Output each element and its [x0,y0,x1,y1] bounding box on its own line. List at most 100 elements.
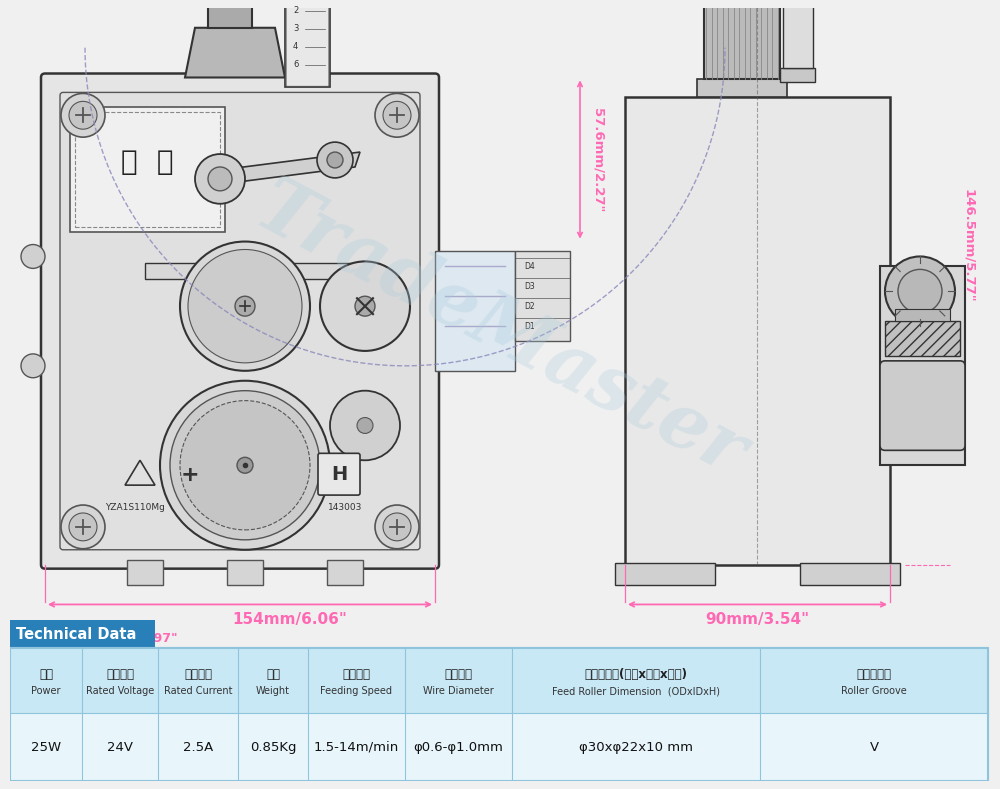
Text: 24V: 24V [107,741,133,753]
FancyBboxPatch shape [41,73,439,569]
Text: 2: 2 [293,6,298,15]
Bar [70,107,225,232]
Circle shape [180,401,310,530]
Text: 鎔  牌: 鎔 牌 [121,148,173,176]
Text: Weight: Weight [256,686,290,696]
Bar [615,563,715,585]
Text: +: + [181,466,199,485]
Text: D3: D3 [525,282,535,291]
Text: 90mm/3.54": 90mm/3.54" [142,649,228,662]
Circle shape [355,296,375,316]
Bar [697,80,787,97]
Circle shape [180,241,310,371]
Circle shape [383,101,411,129]
Bar [800,563,900,585]
Text: 重量: 重量 [266,667,280,681]
Bar [10,620,155,649]
Text: YZA1S110Mg: YZA1S110Mg [105,503,165,512]
Bar [10,713,988,781]
Circle shape [61,505,105,549]
Text: 50mm/1.97": 50mm/1.97" [92,631,178,645]
Text: 25W: 25W [31,741,61,753]
Polygon shape [185,28,285,77]
Circle shape [885,256,955,326]
Text: Feeding Speed: Feeding Speed [320,686,392,696]
Circle shape [375,93,419,137]
Circle shape [235,296,255,316]
Text: 额定电压: 额定电压 [106,667,134,681]
Circle shape [327,152,343,168]
Circle shape [208,167,232,191]
Text: φ30xφ22x10 mm: φ30xφ22x10 mm [579,741,693,753]
Circle shape [357,417,373,433]
Bar [880,267,965,466]
Text: 146.5mm/5.77": 146.5mm/5.77" [962,189,975,302]
Text: 4: 4 [293,42,298,51]
Circle shape [69,101,97,129]
Text: D2: D2 [525,301,535,311]
Text: 0.85Kg: 0.85Kg [250,741,296,753]
Circle shape [375,505,419,549]
Circle shape [160,381,330,550]
Bar [208,3,252,28]
Circle shape [69,513,97,540]
Text: 6: 6 [293,60,298,69]
Circle shape [188,249,302,363]
Bar [327,559,363,585]
Bar [75,112,220,226]
Text: D1: D1 [525,322,535,331]
Bar [885,321,960,356]
Text: TradeMaster: TradeMaster [242,170,758,492]
Text: 焊丝直径: 焊丝直径 [444,667,473,681]
Bar [200,0,260,3]
Bar [704,0,780,80]
Circle shape [317,142,353,178]
Text: 额定电流: 额定电流 [184,667,212,681]
Text: V: V [869,741,879,753]
FancyBboxPatch shape [880,361,965,451]
Circle shape [237,458,253,473]
Text: Wire Diameter: Wire Diameter [423,686,494,696]
Text: Rated Voltage: Rated Voltage [86,686,154,696]
FancyBboxPatch shape [318,454,360,495]
Circle shape [195,154,245,204]
Text: 功率: 功率 [39,667,53,681]
Text: 送丝速度: 送丝速度 [342,667,370,681]
Circle shape [330,391,400,460]
Bar [780,68,815,83]
Circle shape [170,391,320,540]
Bar [10,649,988,713]
Bar [895,309,950,321]
Bar [435,252,515,371]
Text: 2.5A: 2.5A [183,741,213,753]
Bar [127,559,163,585]
Text: H: H [331,465,347,484]
Text: D4: D4 [525,262,535,271]
Text: 送丝轮尺寸(外径x内径x厚度): 送丝轮尺寸(外径x内径x厚度) [584,667,688,681]
Circle shape [898,269,942,313]
Bar [285,0,330,88]
Text: 90mm/3.54": 90mm/3.54" [705,612,809,627]
Text: 57.6mm/2.27": 57.6mm/2.27" [592,108,605,212]
Text: Power: Power [31,686,61,696]
Bar [625,97,890,565]
Text: 1.5-14m/min: 1.5-14m/min [314,741,399,753]
Circle shape [61,93,105,137]
Text: 143003: 143003 [328,503,362,512]
Bar [227,559,263,585]
Text: Rated Current: Rated Current [164,686,232,696]
Text: 送丝轮槽型: 送丝轮槽型 [856,667,892,681]
Circle shape [320,261,410,351]
Text: Technical Data: Technical Data [16,626,136,641]
Text: φ0.6-φ1.0mm: φ0.6-φ1.0mm [414,741,503,753]
Text: 3: 3 [293,24,298,33]
Text: 154mm/6.06": 154mm/6.06" [233,612,347,627]
Bar [10,649,988,781]
Bar [783,0,813,68]
Circle shape [21,245,45,268]
FancyBboxPatch shape [60,92,420,550]
Bar [145,264,365,279]
Bar [515,252,570,341]
Circle shape [383,513,411,540]
Circle shape [21,354,45,378]
